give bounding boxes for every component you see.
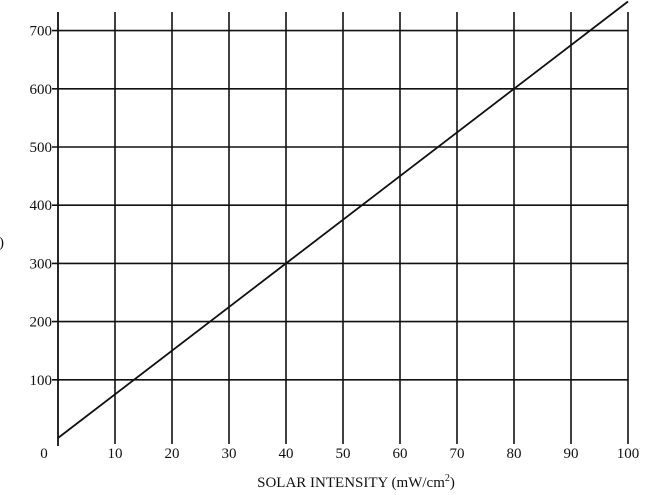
x-tick-label-90: 90 — [564, 446, 579, 462]
x-tick-label-100: 100 — [617, 446, 640, 462]
y-tick-label-200: 200 — [30, 315, 53, 331]
x-tick-label-0: 0 — [40, 446, 48, 462]
x-tick-label-40: 40 — [279, 446, 294, 462]
y-tick-label-100: 100 — [30, 373, 53, 389]
series-line-0 — [57, 0, 629, 439]
x-axis-title: SOLAR INTENSITY (mW/cm2) — [257, 473, 455, 491]
y-axis-title-partial: ) — [0, 235, 4, 251]
x-tick-label-50: 50 — [336, 446, 351, 462]
x-axis-title-sup: 2 — [445, 473, 450, 484]
x-axis-title-close: ) — [450, 475, 455, 491]
x-axis-title-main: SOLAR INTENSITY (mW/cm — [257, 475, 445, 491]
y-tick-label-400: 400 — [30, 198, 53, 214]
x-tick-label-80: 80 — [507, 446, 522, 462]
y-tick-label-600: 600 — [30, 82, 53, 98]
y-tick-label-700: 700 — [30, 24, 53, 40]
x-tick-label-20: 20 — [165, 446, 180, 462]
grid — [52, 12, 629, 444]
y-tick-labels: 100 200 300 400 500 600 700 — [30, 24, 53, 389]
x-tick-label-30: 30 — [222, 446, 237, 462]
x-tick-label-10: 10 — [108, 446, 123, 462]
y-tick-label-500: 500 — [30, 140, 53, 156]
series-layer — [57, 0, 629, 439]
x-tick-label-60: 60 — [393, 446, 408, 462]
y-tick-label-300: 300 — [30, 256, 53, 272]
x-tick-label-70: 70 — [450, 446, 465, 462]
x-tick-labels: 0 10 20 30 40 50 60 70 80 90 100 — [40, 446, 639, 462]
